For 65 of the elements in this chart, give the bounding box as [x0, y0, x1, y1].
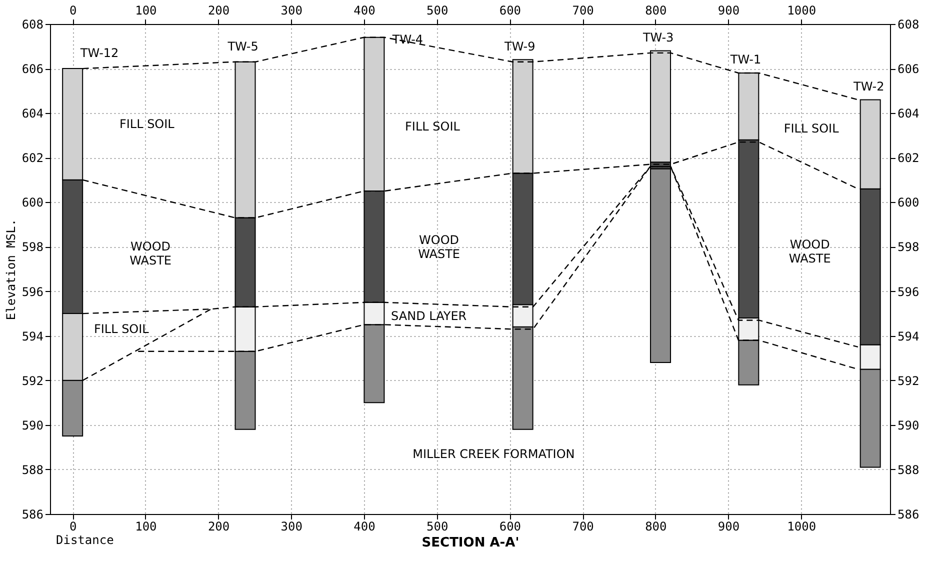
- y2-tick-label: 602: [898, 151, 920, 166]
- annotation: FILL SOIL: [784, 122, 840, 136]
- annotation: SAND LAYER: [391, 308, 467, 323]
- y2-tick-label: 596: [898, 284, 920, 299]
- annotation: FILL SOIL: [119, 117, 175, 132]
- annotation: TW-4: [391, 32, 424, 47]
- x2-tick-label: 900: [718, 4, 740, 18]
- x2-tick-label: 600: [499, 4, 522, 18]
- annotation: FILL SOIL: [405, 119, 460, 134]
- x-tick-label: 200: [208, 520, 230, 534]
- y-tick-label: 602: [22, 151, 44, 166]
- y-tick-label: 588: [22, 462, 44, 477]
- y2-tick-label: 598: [898, 240, 920, 254]
- y-tick-label: 600: [22, 196, 44, 210]
- annotation: WOOD WASTE: [130, 240, 172, 268]
- y2-tick-label: 600: [898, 196, 920, 210]
- annotation: TW-9: [504, 39, 536, 54]
- x-axis-title: SECTION A-A': [422, 536, 520, 550]
- y2-tick-label: 592: [898, 374, 920, 388]
- x2-tick-label: 1000: [787, 4, 816, 18]
- annotation: TW-2: [852, 79, 884, 94]
- annotation: TW-1: [729, 52, 762, 67]
- x-tick-label: 900: [718, 520, 740, 534]
- x-tick-label: 600: [499, 520, 522, 534]
- x-tick-label: 100: [135, 520, 157, 534]
- x2-tick-label: 700: [572, 4, 594, 18]
- y-tick-label: 608: [22, 18, 44, 32]
- x-tick-label: 300: [280, 520, 302, 534]
- y-tick-label: 596: [22, 284, 44, 299]
- text: Distance: [56, 533, 114, 547]
- y-tick-label: 592: [22, 374, 44, 388]
- y-axis-title: Elevation MSL.: [4, 218, 18, 320]
- y2-tick-label: 588: [898, 462, 920, 477]
- annotation: TW-12: [79, 46, 119, 60]
- x2-tick-label: 400: [354, 4, 376, 18]
- x2-tick-label: 300: [280, 4, 302, 18]
- annotation: TW-3: [642, 30, 674, 44]
- x-tick-label: 1000: [787, 520, 816, 534]
- y-tick-label: 606: [22, 62, 44, 76]
- y2-tick-label: 606: [898, 62, 920, 76]
- annotation: FILL SOIL: [94, 322, 150, 336]
- y-tick-label: 598: [22, 240, 44, 254]
- y-tick-label: 586: [22, 508, 44, 522]
- x2-tick-label: 200: [208, 4, 230, 18]
- annotation: MILLER CREEK FORMATION: [412, 446, 575, 461]
- x2-tick-label: 0: [69, 4, 77, 18]
- y-tick-label: 590: [22, 418, 44, 432]
- y2-tick-label: 590: [898, 418, 920, 432]
- x-tick-label: 500: [426, 520, 448, 534]
- y2-tick-label: 604: [898, 106, 920, 121]
- y2-tick-label: 608: [898, 18, 920, 32]
- annotation: WOOD WASTE: [788, 238, 831, 266]
- x2-tick-label: 100: [135, 4, 157, 18]
- y-tick-label: 604: [22, 106, 44, 121]
- x2-tick-label: 800: [645, 4, 667, 18]
- x-tick-label: 700: [572, 520, 594, 534]
- y2-tick-label: 586: [898, 508, 920, 522]
- annotation: TW-5: [226, 39, 258, 54]
- x2-tick-label: 500: [426, 4, 448, 18]
- x-tick-label: 400: [354, 520, 376, 534]
- y2-tick-label: 594: [898, 329, 920, 344]
- y-tick-label: 594: [22, 329, 44, 344]
- annotation: WOOD WASTE: [418, 233, 460, 262]
- x-tick-label: 0: [69, 520, 77, 534]
- x-tick-label: 800: [645, 520, 667, 534]
